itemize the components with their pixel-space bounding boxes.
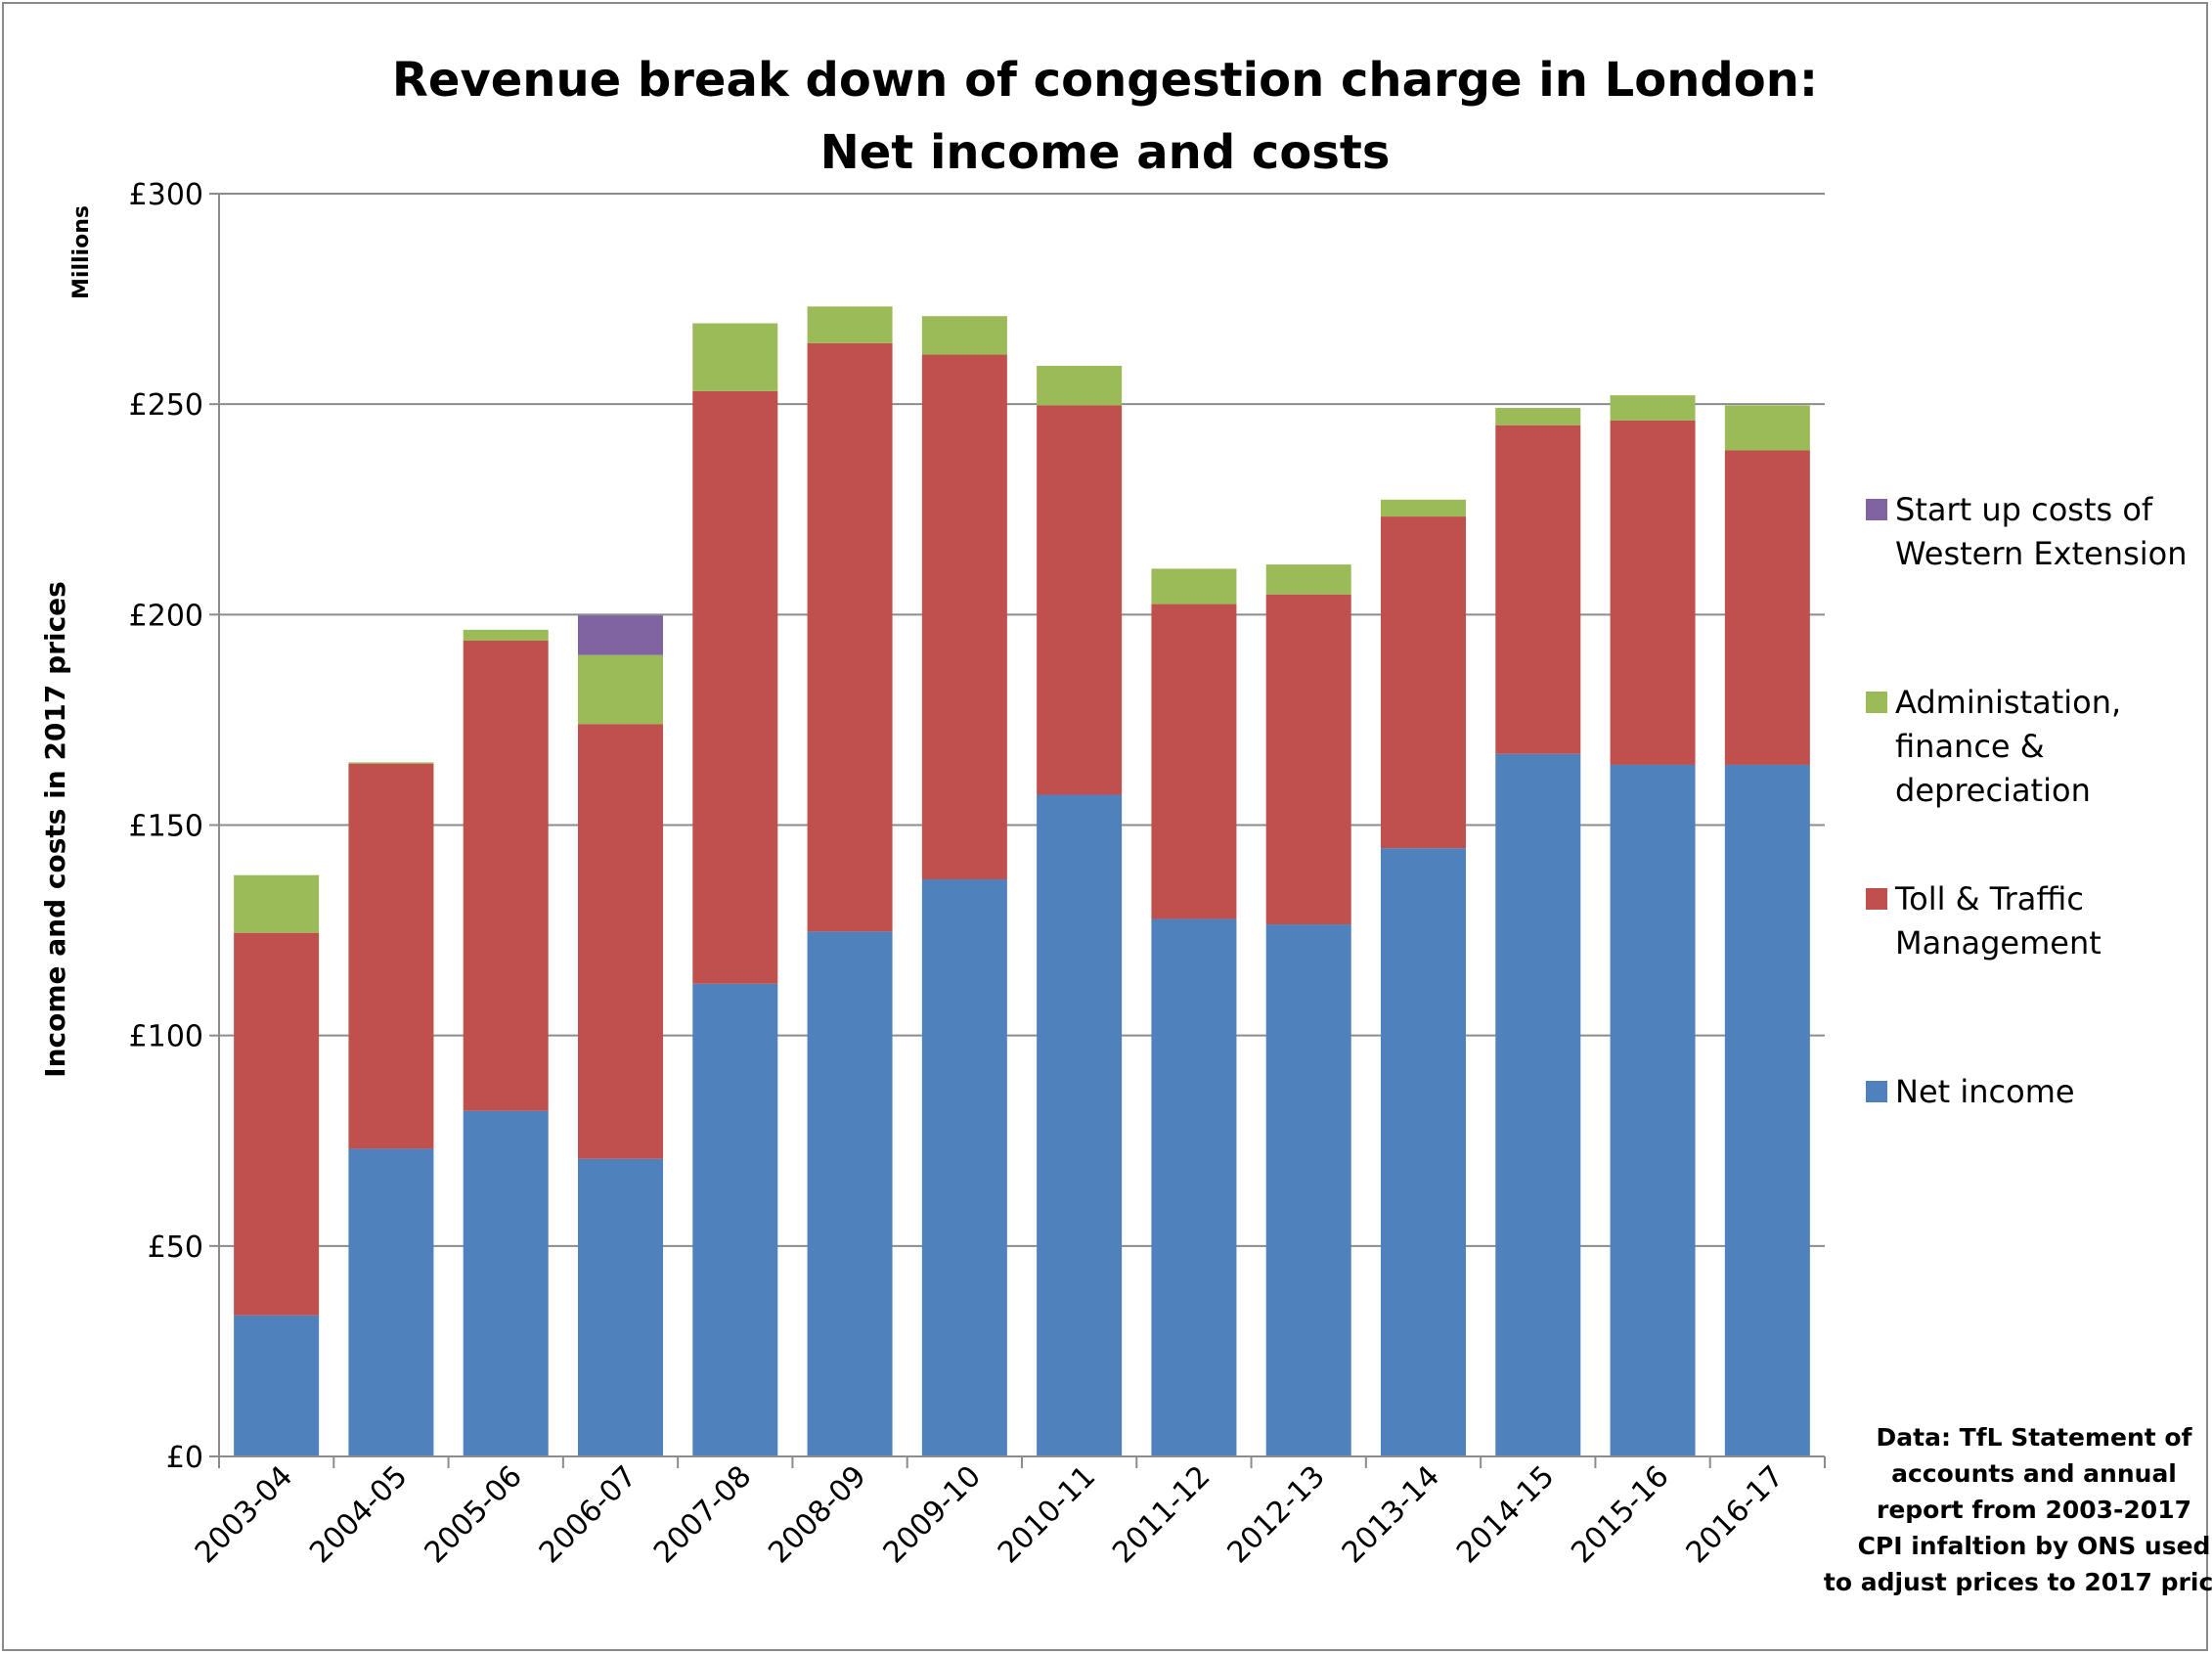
bar-segment (692, 323, 778, 391)
bar-segment (1151, 918, 1237, 1456)
bar-segment (1037, 366, 1123, 406)
y-tick-label: £250 (129, 388, 203, 423)
x-tick-label: 2004-05 (303, 1459, 414, 1570)
bar-segment (807, 342, 893, 932)
y-tick-label: £50 (148, 1230, 203, 1265)
bar-segment (1151, 604, 1237, 919)
bar-segment (692, 983, 778, 1456)
bar-segment (463, 1110, 549, 1456)
chart-title-line: Revenue break down of congestion charge … (392, 53, 1818, 108)
legend-swatch (1866, 888, 1887, 910)
source-note-line: accounts and annual (1891, 1459, 2177, 1488)
x-tick-label: 2011-12 (1106, 1459, 1217, 1570)
bar-segment (1724, 764, 1810, 1456)
y-tick-label: £300 (129, 178, 203, 212)
source-note-line: to adjust prices to 2017 prices (1824, 1568, 2212, 1596)
bar-segment (1724, 450, 1810, 765)
y-tick-label: £150 (129, 810, 203, 844)
bar-segment (1037, 405, 1123, 795)
bar-segment (1265, 594, 1351, 925)
bar-segment (921, 879, 1007, 1456)
bar-segment (578, 654, 663, 725)
bar-segment (1381, 848, 1466, 1456)
x-tick-label: 2006-07 (533, 1459, 643, 1570)
x-tick-label: 2007-08 (647, 1459, 758, 1570)
source-note-line: CPI infaltion by ONS used (1858, 1532, 2211, 1560)
bar-segment (578, 1158, 663, 1456)
bar-segment (1495, 408, 1581, 425)
legend-label: finance & (1895, 728, 2045, 765)
bar-segment (1610, 764, 1696, 1456)
x-tick-label: 2012-13 (1220, 1459, 1331, 1570)
bar-segment (921, 354, 1007, 880)
source-note-line: report from 2003-2017 (1877, 1496, 2191, 1524)
legend-swatch (1866, 692, 1887, 713)
bar-segment (348, 762, 434, 764)
x-tick-label: 2005-06 (418, 1459, 528, 1570)
bar-segment (1724, 405, 1810, 451)
bar-segment (578, 615, 663, 655)
bar-segment (234, 874, 320, 933)
bar-segment (1610, 420, 1696, 765)
legend-swatch (1866, 1081, 1887, 1102)
legend-label: Toll & Traffic (1894, 880, 2084, 917)
source-note-line: Data: TfL Statement of (1877, 1423, 2193, 1452)
x-tick-label: 2009-10 (877, 1459, 988, 1570)
bar-segment (463, 629, 549, 642)
x-tick-label: 2013-14 (1336, 1459, 1446, 1570)
bar-segment (807, 306, 893, 343)
legend-label: Management (1895, 924, 2101, 962)
x-tick-label: 2003-04 (189, 1459, 299, 1570)
bar-segment (578, 724, 663, 1159)
bar-segment (921, 316, 1007, 355)
bar-segment (1265, 924, 1351, 1456)
legend-label: Net income (1895, 1073, 2075, 1110)
bar-segment (1381, 516, 1466, 849)
legend-label: Start up costs of (1895, 491, 2153, 528)
x-tick-label: 2010-11 (992, 1459, 1102, 1570)
legend-label: depreciation (1895, 772, 2091, 809)
bar-segment (234, 1315, 320, 1456)
bar-segment (1151, 568, 1237, 604)
y-tick-label: £200 (129, 599, 203, 633)
chart-title-line: Net income and costs (820, 125, 1391, 180)
bar-segment (348, 1148, 434, 1456)
y-tick-label: £0 (166, 1441, 203, 1475)
bar-segment (692, 390, 778, 984)
legend-swatch (1866, 499, 1887, 520)
legend-label: Administation, (1895, 684, 2121, 721)
bar-segment (463, 641, 549, 1111)
x-tick-label: 2015-16 (1565, 1459, 1675, 1570)
bar-segment (348, 763, 434, 1149)
legend-label: Western Extension (1895, 535, 2188, 572)
y-axis-label: Income and costs in 2017 prices (39, 581, 71, 1078)
bar-segment (1265, 564, 1351, 595)
bar-segment (1495, 425, 1581, 754)
bar-segment (1037, 794, 1123, 1456)
y-tick-label: £100 (129, 1020, 203, 1054)
bar-segment (234, 932, 320, 1316)
x-tick-label: 2014-15 (1450, 1459, 1561, 1570)
y-axis-units: Millions (69, 205, 94, 299)
bar-segment (807, 931, 893, 1456)
x-tick-label: 2016-17 (1680, 1459, 1791, 1570)
bar-segment (1495, 753, 1581, 1456)
bar-segment (1610, 395, 1696, 421)
bar-segment (1381, 499, 1466, 517)
x-tick-label: 2008-09 (762, 1459, 872, 1570)
